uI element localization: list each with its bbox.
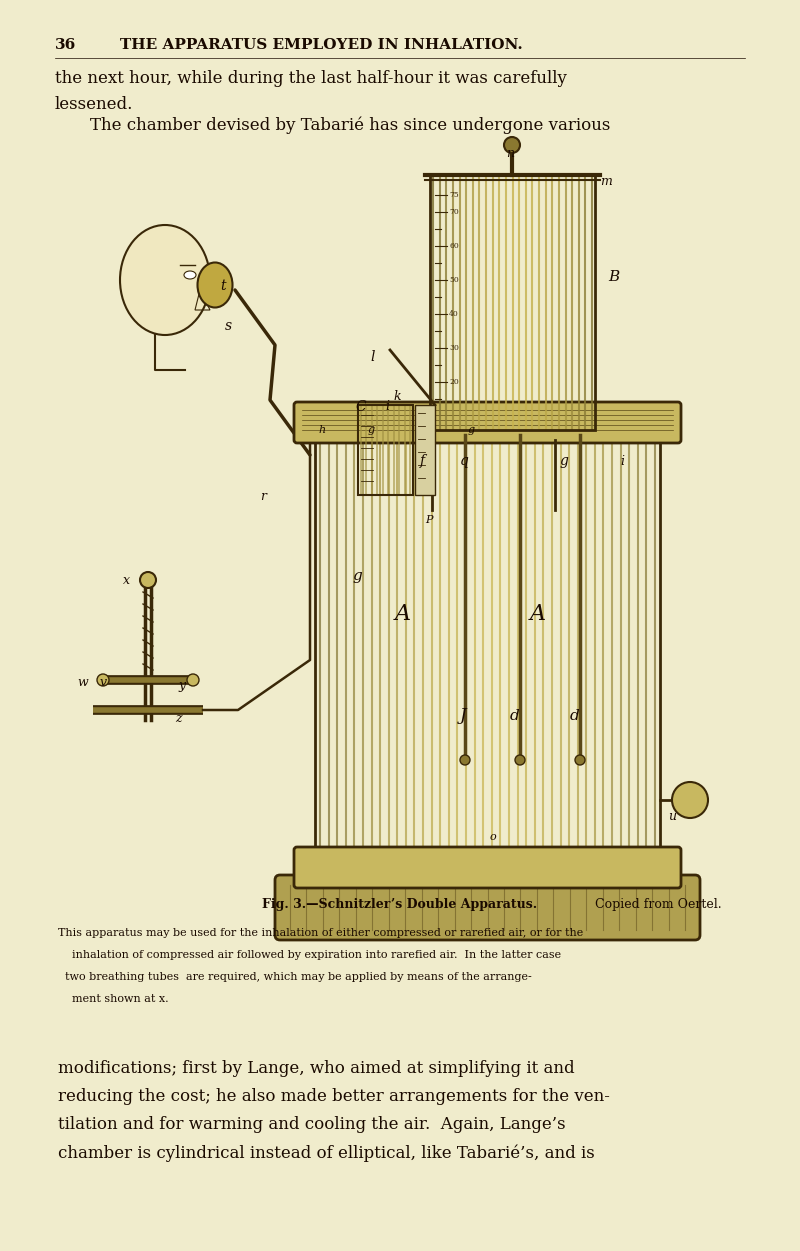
Text: d: d: [510, 709, 520, 723]
Text: J: J: [460, 707, 466, 724]
Text: modifications; first by Lange, who aimed at simplifying it and: modifications; first by Lange, who aimed…: [58, 1060, 574, 1077]
Circle shape: [460, 756, 470, 766]
FancyBboxPatch shape: [275, 874, 700, 940]
Circle shape: [187, 674, 199, 686]
Text: f: f: [420, 454, 425, 468]
Text: 30: 30: [449, 344, 459, 352]
Circle shape: [515, 756, 525, 766]
Text: v: v: [100, 676, 107, 688]
Text: u: u: [668, 809, 676, 823]
Text: q: q: [460, 454, 469, 468]
Text: THE APPARATUS EMPLOYED IN INHALATION.: THE APPARATUS EMPLOYED IN INHALATION.: [120, 38, 522, 53]
Text: A: A: [530, 603, 546, 626]
Text: inhalation of compressed air followed by expiration into rarefied air.  In the l: inhalation of compressed air followed by…: [58, 950, 561, 960]
Text: Copied from Oertel.: Copied from Oertel.: [595, 898, 722, 911]
Text: A: A: [395, 603, 411, 626]
Text: two breathing tubes  are required, which may be applied by means of the arrange-: two breathing tubes are required, which …: [58, 972, 532, 982]
Text: i: i: [620, 455, 624, 468]
Text: z: z: [175, 712, 182, 726]
Text: ment shown at x.: ment shown at x.: [58, 995, 169, 1005]
Text: h: h: [318, 425, 325, 435]
Text: the next hour, while during the last half-hour it was carefully: the next hour, while during the last hal…: [55, 70, 567, 88]
Text: 40: 40: [449, 310, 458, 318]
Bar: [358, 405, 413, 495]
Text: 20: 20: [449, 378, 458, 387]
Text: reducing the cost; he also made better arrangements for the ven-: reducing the cost; he also made better a…: [58, 1088, 610, 1105]
Text: g: g: [368, 425, 375, 435]
Bar: [315, 430, 660, 859]
Circle shape: [97, 674, 109, 686]
Text: P: P: [425, 515, 433, 525]
Text: s: s: [225, 319, 232, 333]
Text: chamber is cylindrical instead of elliptical, like Tabarié’s, and is: chamber is cylindrical instead of ellipt…: [58, 1143, 594, 1161]
Text: g: g: [468, 425, 475, 435]
Text: The chamber devised by Tabarié has since undergone various: The chamber devised by Tabarié has since…: [90, 116, 610, 134]
Text: 60: 60: [449, 241, 458, 250]
Text: g: g: [352, 569, 362, 583]
Text: n: n: [506, 148, 514, 160]
Text: w: w: [78, 676, 88, 688]
Text: tilation and for warming and cooling the air.  Again, Lange’s: tilation and for warming and cooling the…: [58, 1116, 566, 1133]
Text: r: r: [260, 490, 266, 503]
Circle shape: [575, 756, 585, 766]
Text: B: B: [608, 270, 619, 284]
Text: Fig. 3.—Schnitzler’s Double Apparatus.: Fig. 3.—Schnitzler’s Double Apparatus.: [262, 898, 538, 911]
FancyBboxPatch shape: [294, 847, 681, 888]
Text: i: i: [385, 400, 389, 413]
Text: d: d: [570, 709, 580, 723]
Text: 75: 75: [449, 191, 458, 199]
Text: k: k: [393, 390, 401, 403]
FancyBboxPatch shape: [294, 402, 681, 443]
Text: 70: 70: [449, 208, 458, 216]
Text: lessened.: lessened.: [55, 96, 134, 113]
Bar: [415, 405, 435, 495]
Text: x: x: [123, 573, 130, 587]
Text: This apparatus may be used for the inhalation of either compressed or rarefied a: This apparatus may be used for the inhal…: [58, 928, 583, 938]
Text: t: t: [220, 279, 226, 293]
Circle shape: [140, 572, 156, 588]
Circle shape: [672, 782, 708, 818]
Text: g: g: [560, 454, 569, 468]
Text: C: C: [355, 400, 366, 414]
Ellipse shape: [184, 271, 196, 279]
Text: y: y: [178, 678, 185, 692]
Text: o: o: [490, 832, 497, 842]
Text: 50: 50: [449, 276, 458, 284]
Text: 36: 36: [55, 38, 76, 53]
Ellipse shape: [120, 225, 210, 335]
Bar: [55, 140, 745, 869]
Text: m: m: [600, 175, 612, 188]
Circle shape: [504, 138, 520, 153]
Text: l: l: [370, 350, 374, 364]
Ellipse shape: [198, 263, 233, 308]
Bar: [430, 175, 595, 430]
